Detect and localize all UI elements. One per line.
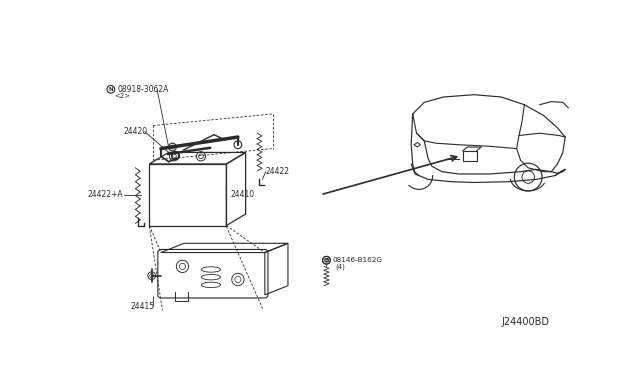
Text: 08918-3062A: 08918-3062A [117, 85, 168, 94]
Text: 24415: 24415 [130, 302, 154, 311]
Text: 24422+A: 24422+A [88, 190, 124, 199]
Text: J24400BD: J24400BD [501, 317, 549, 327]
Text: 24422: 24422 [266, 167, 290, 176]
Text: 24410: 24410 [230, 190, 254, 199]
Text: <2>: <2> [115, 93, 131, 99]
Text: N: N [109, 87, 113, 92]
Text: 24420: 24420 [124, 127, 148, 136]
Text: 08146-B162G: 08146-B162G [333, 257, 383, 263]
Text: (4): (4) [335, 264, 345, 270]
Text: B: B [324, 258, 328, 263]
